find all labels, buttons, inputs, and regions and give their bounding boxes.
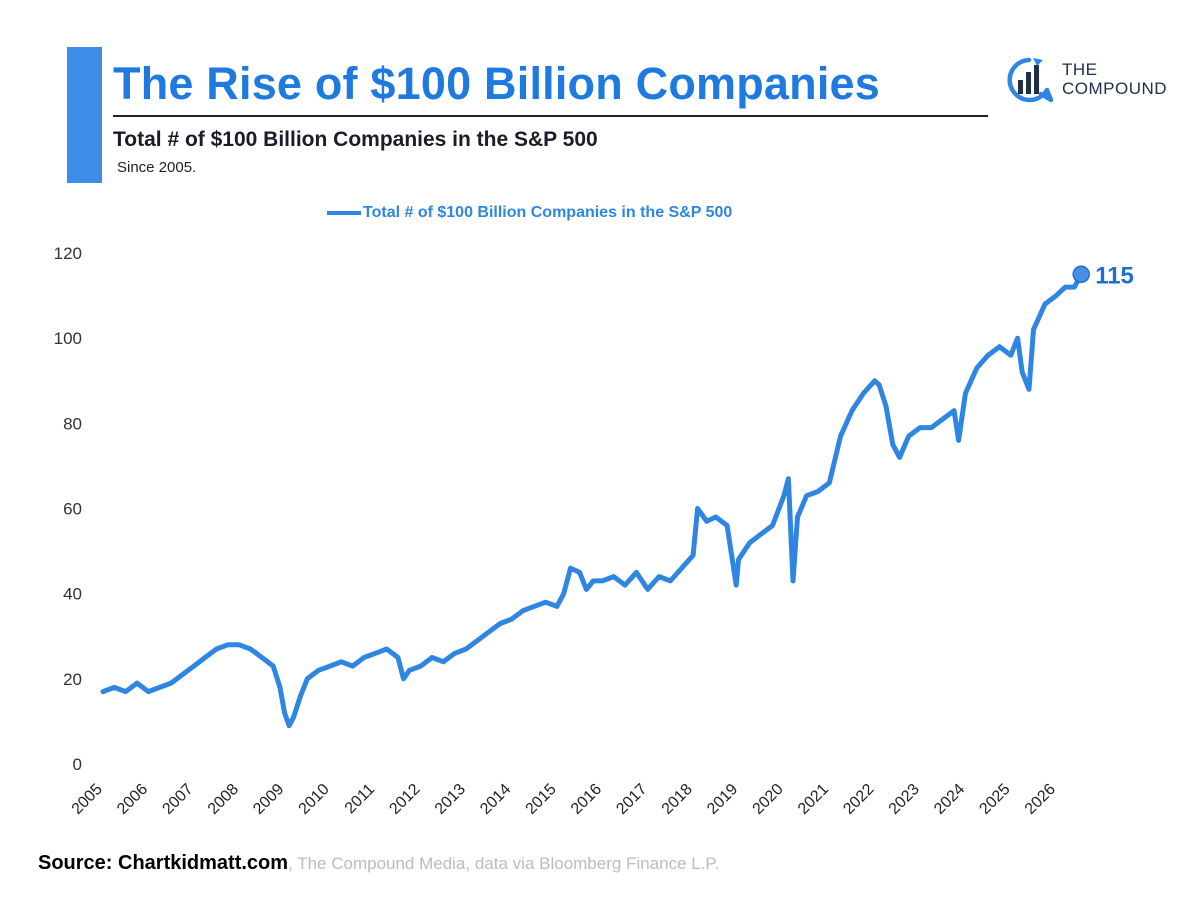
x-tick-label: 2009 xyxy=(250,781,287,818)
x-tick-label: 2018 xyxy=(659,781,696,818)
y-tick-label: 100 xyxy=(54,329,82,348)
logo-line-2: COMPOUND xyxy=(1062,79,1168,98)
source-note: Source: Chartkidmatt.com, The Compound M… xyxy=(38,852,719,875)
x-tick-label: 2010 xyxy=(296,781,333,818)
chart-subtitle: Total # of $100 Billion Companies in the… xyxy=(113,128,598,151)
y-tick-label: 0 xyxy=(73,755,82,774)
x-tick-label: 2017 xyxy=(613,781,650,818)
legend-label: Total # of $100 Billion Companies in the… xyxy=(363,204,733,221)
the-compound-logo: THE COMPOUND xyxy=(1003,54,1188,106)
y-tick-label: 60 xyxy=(63,500,82,519)
y-tick-label: 20 xyxy=(63,670,82,689)
x-tick-label: 2026 xyxy=(1022,781,1059,818)
chart-title: The Rise of $100 Billion Companies xyxy=(113,58,880,109)
series-line xyxy=(100,271,1084,729)
x-tick-label: 2023 xyxy=(886,781,923,818)
x-tick-label: 2024 xyxy=(931,781,968,818)
accent-bar xyxy=(67,47,102,183)
logo-text: THE COMPOUND xyxy=(1062,60,1167,98)
logo-line-1: THE xyxy=(1062,60,1098,79)
x-tick-label: 2025 xyxy=(976,781,1013,818)
x-tick-label: 2020 xyxy=(750,781,787,818)
x-tick-label: 2019 xyxy=(704,781,741,818)
chart-legend: Total # of $100 Billion Companies in the… xyxy=(327,204,732,222)
x-tick-label: 2007 xyxy=(159,781,196,818)
last-value-label: 115 xyxy=(1095,262,1134,289)
bar-chart-chat-icon xyxy=(1007,57,1054,103)
y-tick-label: 80 xyxy=(63,414,82,433)
x-tick-label: 2011 xyxy=(342,781,378,817)
x-tick-label: 2006 xyxy=(114,781,151,818)
legend-swatch xyxy=(327,211,361,215)
last-value-marker xyxy=(1072,265,1090,284)
x-tick-label: 2005 xyxy=(69,781,106,818)
chart-since-note: Since 2005. xyxy=(117,159,197,176)
x-tick-label: 2015 xyxy=(523,781,560,818)
source-strong: Source: Chartkidmatt.com xyxy=(38,852,289,874)
x-tick-label: 2008 xyxy=(205,781,242,818)
x-tick-label: 2014 xyxy=(477,781,514,818)
x-tick-label: 2022 xyxy=(840,781,877,818)
x-tick-label: 2013 xyxy=(432,781,469,818)
x-tick-label: 2021 xyxy=(795,781,832,818)
y-tick-label: 40 xyxy=(63,585,82,604)
source-rest: , The Compound Media, data via Bloomberg… xyxy=(288,854,720,873)
y-tick-label: 120 xyxy=(54,244,82,263)
x-tick-label: 2012 xyxy=(386,781,423,818)
title-divider xyxy=(113,115,988,117)
x-tick-label: 2016 xyxy=(568,781,605,818)
